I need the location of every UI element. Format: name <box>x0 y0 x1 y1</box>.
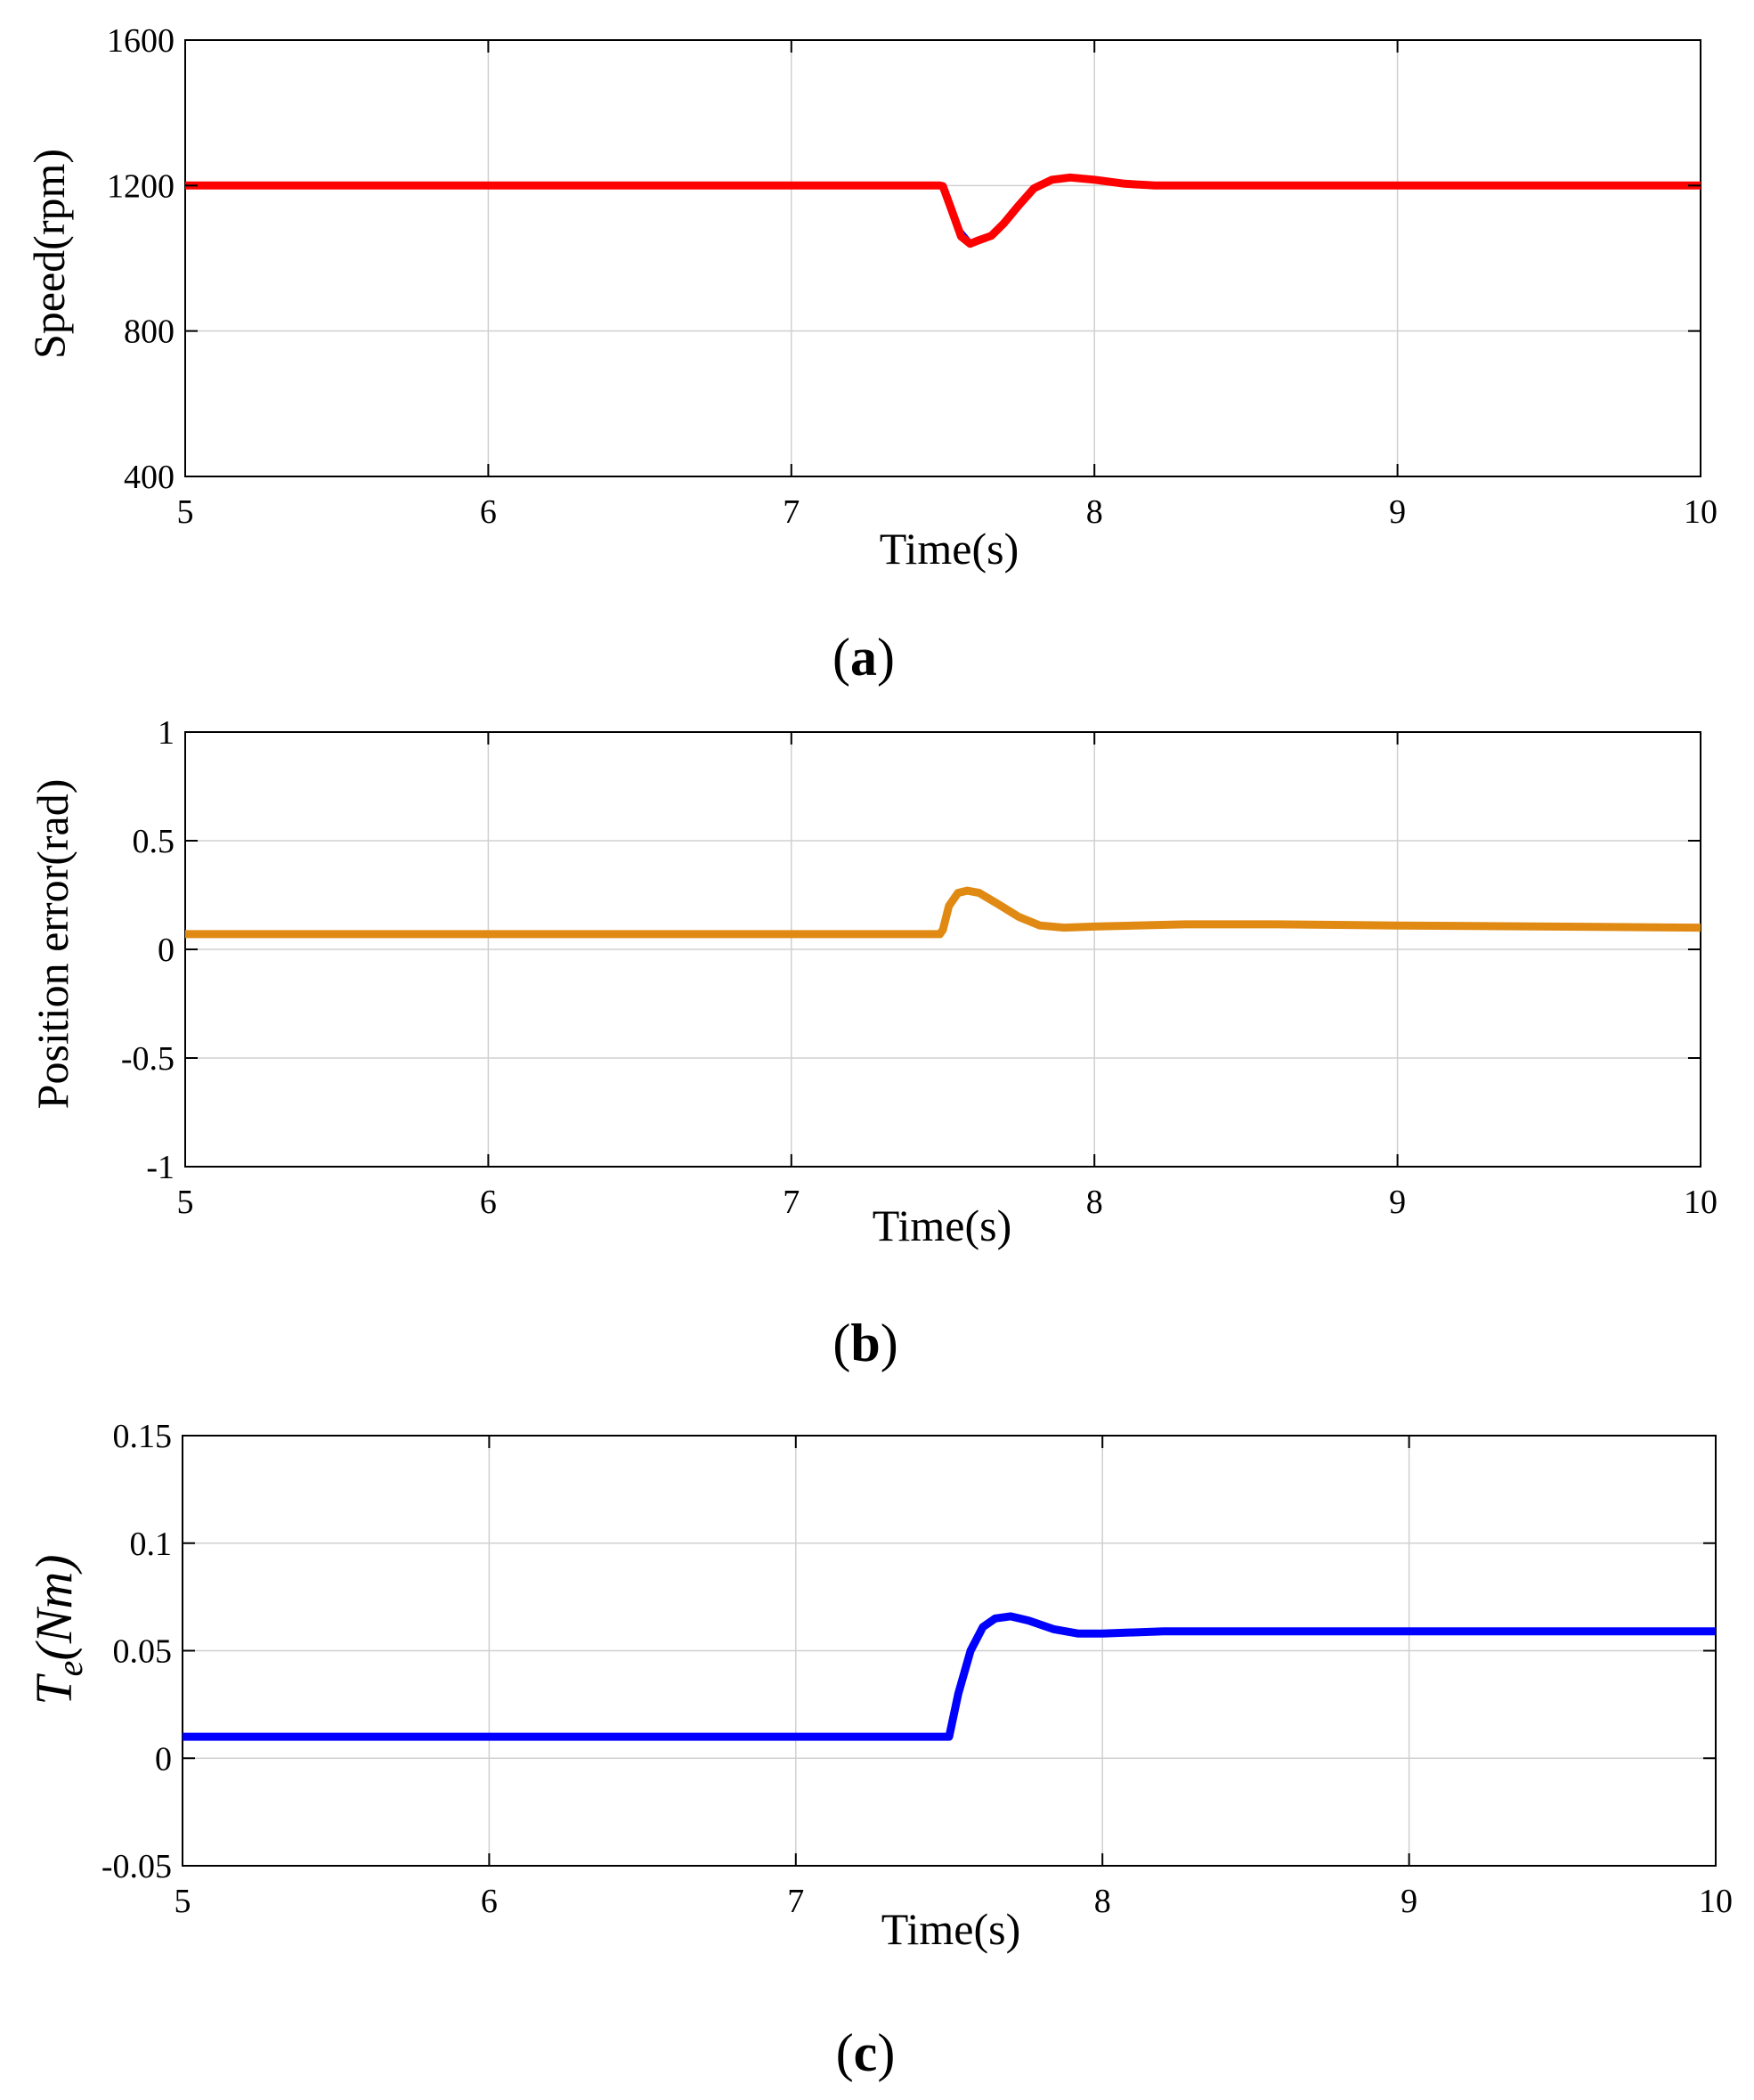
chart-a-y-axis-label: Speed(rpm) <box>24 149 74 359</box>
chart-c-y-axis-label: Te(Nm) <box>25 1554 90 1705</box>
chart-b-x-tick-label: 9 <box>1389 1184 1406 1221</box>
chart-c-y-tick-label: 0.1 <box>130 1526 173 1563</box>
chart-b-y-tick-label: 1 <box>158 714 175 752</box>
chart-c-x-tick-label: 8 <box>1094 1883 1111 1920</box>
chart-b-x-tick-label: 7 <box>783 1184 800 1221</box>
chart-a-caption-letter: a <box>850 628 877 687</box>
chart-b-x-tick-label: 8 <box>1086 1184 1103 1221</box>
chart-a-x-tick-label: 9 <box>1389 493 1406 531</box>
chart-b-y-tick-label: -1 <box>146 1149 175 1186</box>
chart-a-x-tick-label: 6 <box>480 493 497 531</box>
chart-a-x-tick-label: 5 <box>177 493 194 531</box>
chart-c-x-axis-label: Time(s) <box>881 1904 1021 1954</box>
chart-b-y-tick-label: 0 <box>158 932 175 969</box>
chart-b: 5 6 7 8 9 10 -1 -0.5 0 0.5 1 Time(s) Position err… <box>28 714 1717 1372</box>
chart-c-x-tick-label: 5 <box>175 1883 191 1920</box>
chart-a-plot-frame <box>184 39 1701 477</box>
chart-c-y-axis-label-sub: e <box>50 1661 90 1677</box>
chart-a-y-ticks: 400 800 1200 1600 <box>107 22 1701 496</box>
chart-a-series <box>185 173 1701 248</box>
chart-b-grid <box>184 731 1701 1168</box>
chart-a-x-tick-label: 10 <box>1684 493 1717 531</box>
chart-b-series <box>185 886 1701 939</box>
chart-c-y-ticks: -0.05 0 0.05 0.1 0.15 <box>102 1418 1716 1885</box>
chart-c-y-axis-label-main: T <box>25 1673 83 1705</box>
chart-c-x-tick-label: 6 <box>481 1883 498 1920</box>
chart-c-caption: (c) <box>836 2023 896 2082</box>
chart-b-x-tick-label: 5 <box>177 1184 194 1221</box>
chart-b-x-tick-label: 6 <box>480 1184 497 1221</box>
chart-a-grid <box>184 39 1701 477</box>
chart-c-y-tick-label: 0 <box>155 1740 172 1778</box>
chart-b-series-line-1 <box>185 886 1701 939</box>
chart-c-caption-letter: c <box>854 2023 878 2082</box>
chart-a: 5 6 7 8 9 10 400 800 1200 1600 Time(s) Speed(rpm… <box>24 22 1717 687</box>
chart-c-y-tick-label: 0.15 <box>113 1418 173 1455</box>
chart-c-series <box>183 1612 1716 1741</box>
chart-a-x-tick-label: 8 <box>1086 493 1103 531</box>
chart-c-y-tick-label: 0.05 <box>113 1633 173 1671</box>
chart-a-y-tick-label: 400 <box>124 459 175 496</box>
chart-c-y-tick-label: -0.05 <box>102 1848 172 1885</box>
chart-c-x-tick-label: 10 <box>1699 1883 1733 1920</box>
chart-a-x-axis-label: Time(s) <box>880 524 1019 574</box>
chart-a-y-tick-label: 800 <box>124 313 175 351</box>
chart-a-y-tick-label: 1200 <box>107 167 175 205</box>
chart-c-x-tick-label: 9 <box>1401 1883 1417 1920</box>
chart-c-x-tick-label: 7 <box>787 1883 804 1920</box>
chart-b-caption: (b) <box>832 1314 897 1372</box>
chart-c-grid <box>182 1435 1717 1867</box>
chart-c-y-axis-label-unit: (Nm) <box>25 1554 83 1660</box>
chart-c-series-line-1 <box>183 1612 1716 1741</box>
chart-a-y-tick-label: 1600 <box>107 22 175 60</box>
chart-b-x-ticks: 5 6 7 8 9 10 <box>177 732 1717 1221</box>
chart-c: 5 6 7 8 9 10 -0.05 0 0.05 0.1 0.15 Time(s) Te(Nm)… <box>25 1418 1733 2082</box>
chart-b-y-tick-label: -0.5 <box>121 1040 175 1078</box>
chart-b-y-axis-label: Position error(rad) <box>28 779 77 1110</box>
chart-a-series-line-2 <box>185 173 1701 248</box>
chart-b-y-tick-label: 0.5 <box>133 823 175 860</box>
chart-c-x-ticks: 5 6 7 8 9 10 <box>175 1436 1733 1920</box>
chart-a-caption: (a) <box>832 628 895 687</box>
chart-a-x-tick-label: 7 <box>783 493 800 531</box>
chart-b-y-ticks: -1 -0.5 0 0.5 1 <box>121 714 1701 1186</box>
chart-b-x-tick-label: 10 <box>1684 1184 1717 1221</box>
chart-b-x-axis-label: Time(s) <box>873 1201 1012 1250</box>
chart-b-caption-letter: b <box>850 1314 880 1372</box>
chart-a-x-ticks: 5 6 7 8 9 10 <box>177 40 1717 531</box>
